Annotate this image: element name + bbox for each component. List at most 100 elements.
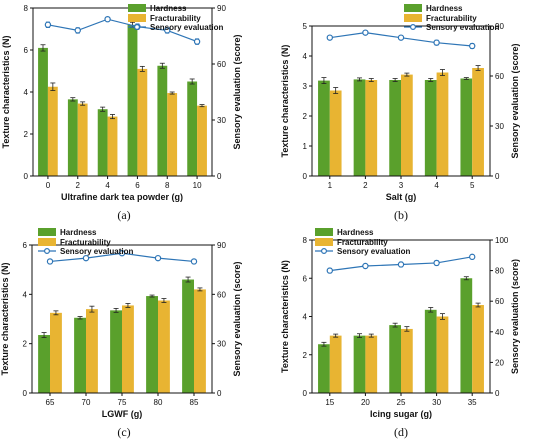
y2-tick-label: 20 <box>495 358 504 367</box>
hardness-bar <box>110 310 122 393</box>
legend-sensory-marker <box>321 248 328 255</box>
fracturability-bar <box>401 74 413 176</box>
legend-hardness-label: Hardness <box>426 4 463 13</box>
y2-tick-label: 0 <box>217 389 222 398</box>
legend-hardness-label: Hardness <box>150 4 187 13</box>
y-axis-label: Texture characteristics (N) <box>280 260 290 373</box>
fracturability-bar <box>107 116 118 176</box>
panel-label: (d) <box>394 425 408 439</box>
x-axis-label: Ultrafine dark tea powder (g) <box>61 192 183 202</box>
legend-fracturability-swatch <box>128 14 146 22</box>
hardness-bar <box>67 99 78 176</box>
x-tick-label: 35 <box>468 398 477 407</box>
hardness-bar <box>97 109 108 176</box>
sensory-line <box>47 18 198 43</box>
legend-hardness-label: Hardness <box>337 228 374 237</box>
y2-tick-label: 0 <box>495 389 500 398</box>
fracturability-bar <box>197 105 207 176</box>
sensory-point <box>104 16 111 23</box>
sensory-point <box>433 39 440 46</box>
y2-tick-label: 90 <box>217 241 226 250</box>
legend-fracturability-label: Fracturability <box>426 14 477 23</box>
sensory-point <box>154 254 162 262</box>
x-tick-label: 25 <box>397 398 406 407</box>
y-tick-label: 4 <box>303 313 308 322</box>
y-tick-label: 8 <box>303 236 308 245</box>
y2-tick-label: 100 <box>495 236 509 245</box>
x-tick-label: 30 <box>432 398 441 407</box>
hardness-bar <box>318 344 330 393</box>
y-tick-label: 1 <box>303 142 308 151</box>
legend-sensory-marker <box>410 24 417 31</box>
fracturability-bar <box>329 90 342 176</box>
x-tick-label: 8 <box>165 181 170 190</box>
y2-tick-label: 60 <box>217 290 226 299</box>
x-tick-label: 65 <box>46 398 55 407</box>
fracturability-bar <box>329 335 342 393</box>
legend-fracturability-swatch <box>315 238 333 246</box>
y-tick-label: 0 <box>303 389 308 398</box>
sensory-point <box>326 34 333 41</box>
sensory-point <box>82 254 90 262</box>
y2-tick-label: 90 <box>217 4 226 13</box>
x-tick-label: 70 <box>82 398 91 407</box>
y-tick-label: 0 <box>303 172 308 181</box>
x-axis-label: LGWF (g) <box>102 409 142 419</box>
y2-axis-label: Sensory evaluation (score) <box>510 259 520 374</box>
sensory-point <box>118 250 126 257</box>
x-tick-label: 85 <box>190 398 199 407</box>
sensory-point <box>74 27 81 34</box>
hardness-bar <box>389 325 401 393</box>
y-tick-label: 2 <box>24 130 29 139</box>
sensory-point <box>44 21 52 28</box>
fracturability-bar <box>472 305 484 393</box>
y-tick-label: 2 <box>23 340 28 349</box>
x-tick-label: 2 <box>76 181 81 190</box>
y2-axis-label: Sensory evaluation (score) <box>510 43 520 158</box>
hardness-bar <box>353 79 366 176</box>
y-tick-label: 5 <box>303 22 308 31</box>
hardness-bar <box>38 335 50 393</box>
x-tick-label: 0 <box>46 181 51 190</box>
y2-tick-label: 60 <box>495 72 504 81</box>
fracturability-bar <box>365 80 378 176</box>
fracturability-bar <box>167 93 178 176</box>
hardness-bar <box>389 80 401 176</box>
hardness-bar <box>74 317 86 393</box>
panel-label: (b) <box>394 208 408 222</box>
x-tick-label: 15 <box>325 398 334 407</box>
x-tick-label: 4 <box>434 181 439 190</box>
y2-tick-label: 0 <box>495 172 500 181</box>
y-tick-label: 4 <box>24 88 29 97</box>
y2-tick-label: 60 <box>217 60 226 69</box>
y-tick-label: 0 <box>24 172 29 181</box>
x-tick-label: 10 <box>193 181 202 190</box>
legend-sensory-label: Sensory evaluation <box>337 247 410 256</box>
sensory-point <box>46 258 54 265</box>
sensory-point <box>164 27 171 34</box>
legend-sensory-label: Sensory evaluation <box>60 247 133 256</box>
x-tick-label: 80 <box>154 398 163 407</box>
panel-label: (a) <box>117 208 130 222</box>
chart-panel: 0 1 2 3 4 5 0 30 60 90 1 2 3 4 5 Salt (g) Texture charac… <box>280 4 520 222</box>
sensory-point <box>362 29 369 36</box>
fracturability-bar <box>86 309 98 393</box>
hardness-bar <box>182 279 194 393</box>
hardness-bar <box>353 335 366 393</box>
hardness-bar <box>460 278 473 393</box>
legend-sensory-marker <box>43 248 50 255</box>
fracturability-bar <box>472 68 484 176</box>
legend-hardness-swatch <box>315 228 333 236</box>
hardness-bar <box>424 309 437 393</box>
x-tick-label: 5 <box>470 181 475 190</box>
sensory-point <box>326 267 333 274</box>
x-tick-label: 4 <box>105 181 110 190</box>
hardness-bar <box>187 81 198 176</box>
y2-tick-label: 90 <box>495 22 504 31</box>
y2-axis-label: Sensory evaluation (score) <box>232 261 242 376</box>
sensory-point <box>469 253 476 261</box>
